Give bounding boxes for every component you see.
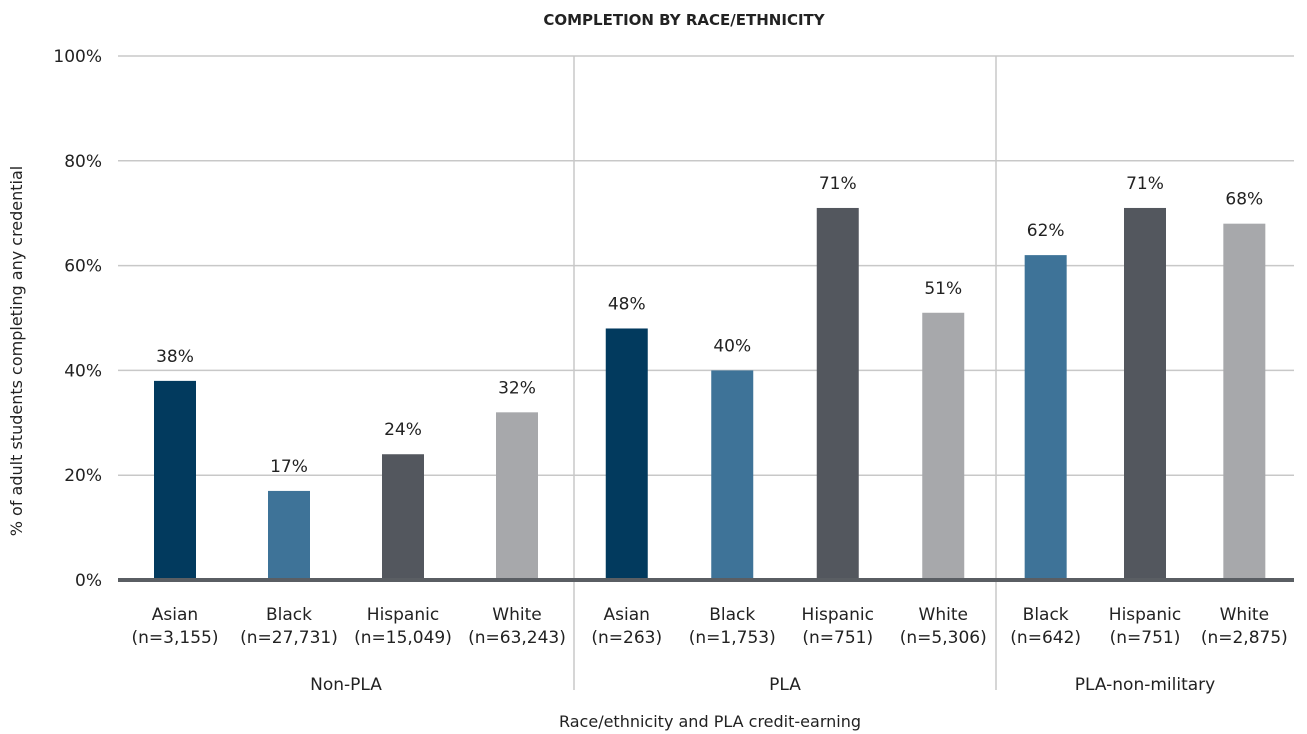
data-labels: 38% 17% 24% 32% 48% 40% 71% 51% 62% 71% 68% — [156, 174, 1263, 477]
data-label: 62% — [1027, 221, 1065, 241]
bars — [154, 207, 1266, 580]
chart-title: COMPLETION BY RACE/ETHNICITY — [543, 11, 825, 29]
y-tick-label: 80% — [64, 152, 102, 172]
bar — [496, 412, 538, 580]
category-label: Black — [709, 605, 755, 625]
y-tick-label: 60% — [64, 257, 102, 277]
bar — [268, 490, 310, 580]
data-label: 38% — [156, 347, 194, 367]
data-label: 24% — [384, 420, 422, 440]
category-label: Asian — [604, 605, 650, 625]
data-label: 40% — [713, 336, 751, 356]
y-axis-title: % of adult students completing any crede… — [7, 166, 26, 536]
y-tick-label: 40% — [64, 361, 102, 381]
category-label: White — [1220, 605, 1269, 625]
category-label: Hispanic — [1109, 605, 1181, 625]
category-count-label: (n=751) — [802, 628, 873, 648]
group-label: Non-PLA — [310, 675, 382, 695]
category-labels: Asian (n=3,155) Black (n=27,731) Hispanic (n=… — [132, 605, 1288, 648]
bar — [922, 312, 965, 580]
group-separators — [573, 56, 997, 690]
category-count-label: (n=15,049) — [354, 628, 452, 648]
category-count-label: (n=27,731) — [240, 628, 338, 648]
category-count-label: (n=642) — [1010, 628, 1081, 648]
bar — [154, 380, 196, 580]
bar — [711, 370, 754, 580]
category-count-label: (n=63,243) — [468, 628, 566, 648]
data-label: 17% — [270, 457, 308, 477]
data-label: 71% — [1126, 174, 1164, 194]
bar — [605, 328, 648, 580]
category-count-label: (n=1,753) — [689, 628, 776, 648]
group-labels: Non-PLA PLA PLA-non-military — [310, 675, 1215, 695]
bar — [382, 454, 424, 580]
category-count-label: (n=263) — [591, 628, 662, 648]
y-tick-labels: 0% 20% 40% 60% 80% 100% — [53, 47, 102, 591]
y-tick-label: 0% — [75, 571, 102, 591]
bar — [1024, 255, 1067, 580]
category-label: White — [492, 605, 541, 625]
category-label: Hispanic — [367, 605, 439, 625]
bar — [1124, 207, 1166, 580]
category-count-label: (n=3,155) — [132, 628, 219, 648]
category-label: Hispanic — [802, 605, 874, 625]
data-label: 32% — [498, 378, 536, 398]
category-count-label: (n=5,306) — [900, 628, 987, 648]
category-label: Black — [1023, 605, 1069, 625]
category-count-label: (n=2,875) — [1201, 628, 1288, 648]
y-tick-label: 20% — [64, 466, 102, 486]
bar — [816, 207, 859, 580]
bar — [1223, 223, 1266, 580]
data-label: 51% — [924, 279, 962, 299]
category-label: Black — [266, 605, 312, 625]
gridlines — [118, 55, 1294, 476]
category-count-label: (n=751) — [1110, 628, 1181, 648]
y-tick-label: 100% — [53, 47, 102, 67]
group-label: PLA — [769, 675, 801, 695]
data-label: 71% — [819, 174, 857, 194]
category-label: White — [919, 605, 968, 625]
x-axis-title: Race/ethnicity and PLA credit-earning — [559, 712, 861, 731]
data-label: 68% — [1225, 190, 1263, 210]
group-label: PLA-non-military — [1075, 675, 1215, 695]
data-label: 48% — [608, 294, 646, 314]
category-label: Asian — [152, 605, 198, 625]
